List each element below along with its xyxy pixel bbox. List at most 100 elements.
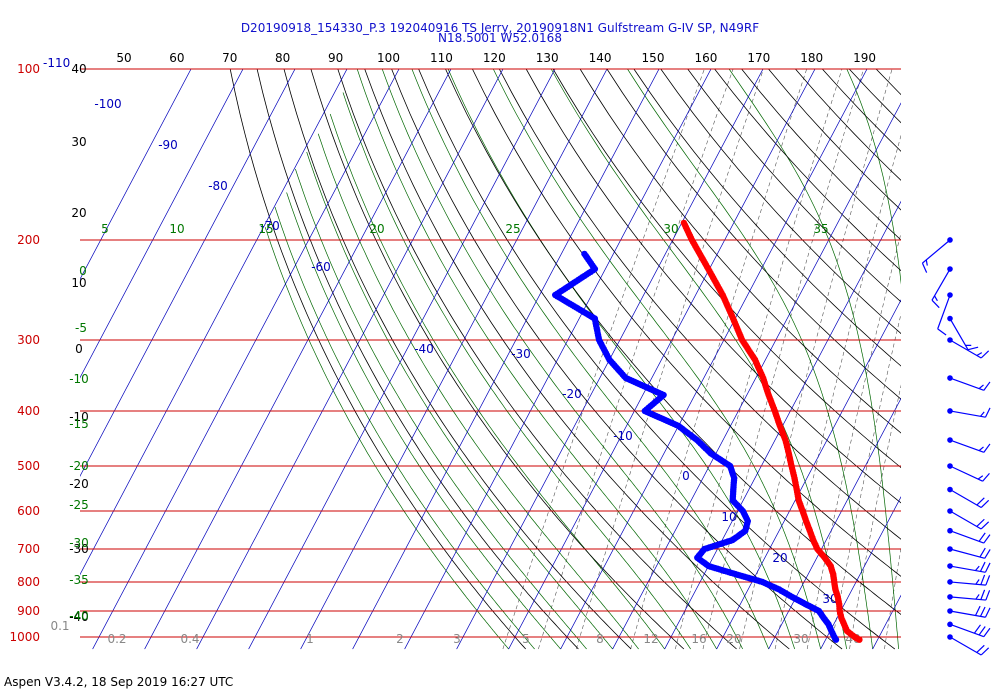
wind-barb-flag xyxy=(980,574,986,585)
wind-barb xyxy=(947,561,991,573)
dry-adiabat-line xyxy=(364,69,790,650)
wind-barb-flag xyxy=(975,594,980,600)
wind-barb-flag xyxy=(937,328,947,336)
moist-adiabat-line xyxy=(381,69,743,650)
wind-barb-station xyxy=(947,579,953,585)
wind-barb xyxy=(947,463,990,482)
wind-barb-flag xyxy=(983,534,991,544)
isotherm-line xyxy=(508,69,816,650)
wind-barb xyxy=(947,437,991,453)
mixing-ratio-lines xyxy=(502,69,901,650)
moist-adiabat-line xyxy=(342,92,691,650)
wind-barb-staff xyxy=(931,268,951,301)
top-axis-label: 180 xyxy=(800,51,823,65)
dewpoint-trace xyxy=(552,250,840,643)
moist-adiabat-line xyxy=(356,69,717,650)
wind-barb-staff xyxy=(949,565,986,573)
wind-barb xyxy=(947,621,991,638)
wind-barb-flag xyxy=(977,475,984,480)
wind-barb-station xyxy=(947,508,953,514)
pressure-label: 100 xyxy=(17,62,40,76)
top-axis-label: 100 xyxy=(377,51,400,65)
dry-adiabat-line xyxy=(848,69,901,124)
mixing-ratio-label: 16 xyxy=(691,632,706,646)
moist-adiabat-label: -35 xyxy=(69,573,89,587)
mixing-ratio-label: 3 xyxy=(453,632,461,646)
wind-barb-flag xyxy=(979,561,986,572)
moist-adiabat-line xyxy=(411,69,769,650)
dry-adiabat-line xyxy=(391,69,843,650)
top-axis-label: 50 xyxy=(116,51,131,65)
dry-adiabat-line xyxy=(472,69,901,577)
dry-adiabat-line xyxy=(606,69,901,400)
dry-adiabat-line xyxy=(633,69,901,367)
dry-adiabat-line xyxy=(875,69,901,96)
height-label: -30 xyxy=(69,542,89,556)
wind-barb-flag xyxy=(967,346,979,351)
moist-adiabat-line xyxy=(317,133,639,650)
mixing-ratio-line xyxy=(774,134,901,650)
mixing-ratio-label: 0.4 xyxy=(180,632,199,646)
wind-barb-staff xyxy=(949,636,982,656)
wind-barb-flag xyxy=(979,547,986,558)
wind-barb xyxy=(921,237,953,273)
top-axis-label: 60 xyxy=(169,51,184,65)
wind-barb xyxy=(947,375,991,391)
isotherm-label: -100 xyxy=(94,97,121,111)
isotherm-line xyxy=(872,594,901,650)
wind-barb-station xyxy=(947,594,953,600)
isotherm-label: 10 xyxy=(721,510,736,524)
chart-title: D20190918_154330_P.3 192040916 TS Jerry,… xyxy=(240,21,760,35)
wind-barb-flag xyxy=(980,521,990,530)
wind-barb-staff xyxy=(949,489,982,509)
wind-barb-staff xyxy=(949,581,986,586)
isotherm-line xyxy=(80,69,192,280)
isotherm-label: 20 xyxy=(772,551,787,565)
wind-barb-flag xyxy=(983,381,991,391)
moist-adiabat-line xyxy=(728,69,899,650)
wind-barb xyxy=(947,486,990,509)
theta-e-label: 10 xyxy=(169,222,184,236)
height-label: 20 xyxy=(71,206,86,220)
wind-barb-staff xyxy=(949,439,985,453)
isotherm-line xyxy=(612,102,901,650)
wind-barb-station xyxy=(947,408,953,414)
mixing-ratio-label: 8 xyxy=(596,632,604,646)
dry-adiabat-line xyxy=(445,69,901,615)
pressure-label: 700 xyxy=(17,542,40,556)
isotherm-label: -30 xyxy=(511,347,531,361)
wind-barb-flag xyxy=(976,352,983,357)
wind-barb xyxy=(947,605,991,618)
wind-barb xyxy=(947,407,991,418)
mixing-ratio-label: 20 xyxy=(726,632,741,646)
top-axis-label: 170 xyxy=(747,51,770,65)
wind-barb xyxy=(947,508,990,530)
top-axis-label: 80 xyxy=(275,51,290,65)
moist-adiabat-label: -5 xyxy=(75,321,87,335)
wind-barb-station xyxy=(947,608,953,614)
mixing-ratio-line xyxy=(884,546,901,650)
wind-barb-flag xyxy=(980,589,986,600)
dry-adiabat-line xyxy=(660,69,901,335)
moist-adiabat-line xyxy=(627,69,873,650)
wind-barb-flag xyxy=(979,606,986,617)
wind-barb-flag xyxy=(978,446,984,452)
mixing-ratio-line xyxy=(675,69,843,650)
height-label: -10 xyxy=(69,410,89,424)
mixing-ratio-label: 5 xyxy=(522,632,530,646)
moist-adiabat-label: -25 xyxy=(69,498,89,512)
wind-barb-flag xyxy=(984,562,991,573)
dry-adiabat-line xyxy=(768,69,901,211)
height-label: 10 xyxy=(71,276,86,290)
dry-adiabat-line xyxy=(687,69,901,303)
isotherm-label: -40 xyxy=(414,342,434,356)
height-label: -40 xyxy=(69,610,89,624)
wind-barb-flag xyxy=(976,644,985,653)
isotherm-line xyxy=(352,69,660,650)
wind-barb-flag xyxy=(978,384,984,390)
moist-adiabat-label: 0 xyxy=(79,264,87,278)
theta-e-label: 20 xyxy=(369,222,384,236)
mixing-ratio-label: 1 xyxy=(306,632,314,646)
wind-barb xyxy=(947,315,979,351)
